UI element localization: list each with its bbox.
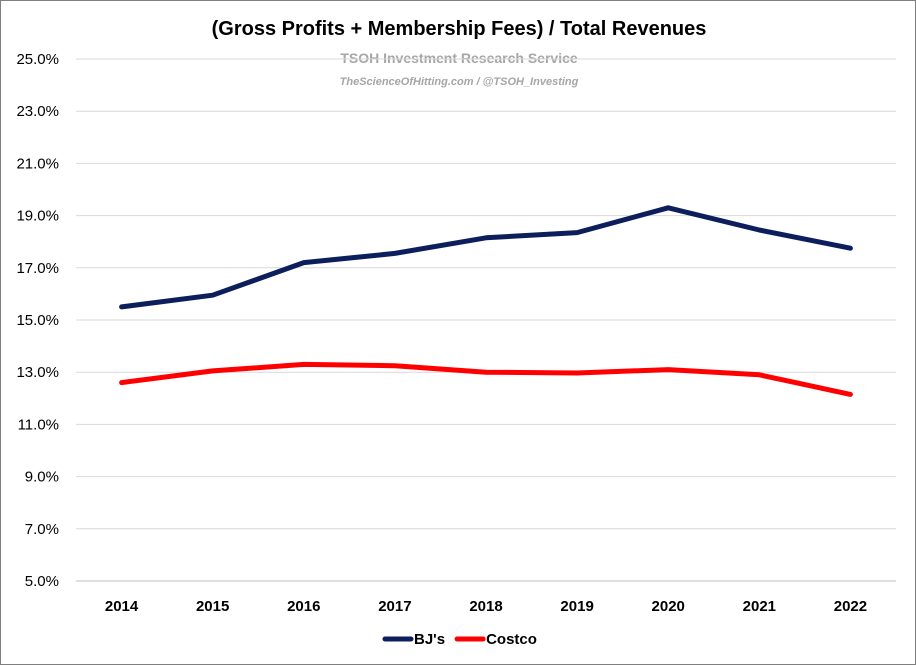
y-tick-label: 5.0%: [25, 573, 59, 590]
x-tick-label: 2018: [469, 598, 502, 615]
watermark-line2: TheScienceOfHitting.com / @TSOH_Investin…: [340, 76, 579, 88]
x-tick-label: 2021: [743, 598, 776, 615]
series-line-costco: [119, 361, 853, 397]
y-tick-label: 15.0%: [16, 312, 59, 329]
x-tick-label: 2017: [378, 598, 411, 615]
x-tick-label: 2014: [105, 598, 139, 615]
y-tick-label: 13.0%: [16, 364, 59, 381]
y-tick-label: 19.0%: [16, 208, 59, 225]
y-tick-label: 23.0%: [16, 103, 59, 120]
x-tick-label: 2015: [196, 598, 229, 615]
x-tick-label: 2020: [652, 598, 685, 615]
watermark-line1: TSOH Investment Research Service: [340, 50, 578, 66]
legend-label: Costco: [486, 631, 537, 648]
x-tick-label: 2019: [560, 598, 593, 615]
y-tick-label: 21.0%: [16, 155, 59, 172]
series-line-bj-s: [119, 205, 853, 310]
y-tick-label: 17.0%: [16, 260, 59, 277]
y-axis-ticks: 5.0% 7.0% 9.0% 11.0% 13.0% 15.0% 17.0% 19.0% 21.…: [16, 51, 59, 590]
x-axis-ticks: 2014 2015 2016 2017 2018 2019 2020 2021 2022: [105, 598, 867, 615]
y-tick-label: 25.0%: [16, 51, 59, 68]
series-lines: [119, 205, 853, 397]
y-tick-label: 7.0%: [25, 521, 59, 538]
y-tick-label: 9.0%: [25, 469, 59, 486]
legend: BJ's Costco: [382, 631, 537, 648]
legend-label: BJ's: [414, 631, 445, 648]
x-tick-label: 2016: [287, 598, 320, 615]
chart-title: (Gross Profits + Membership Fees) / Tota…: [212, 18, 707, 40]
gridlines: [76, 58, 896, 582]
y-tick-label: 11.0%: [18, 416, 59, 433]
x-tick-label: 2022: [834, 598, 867, 615]
